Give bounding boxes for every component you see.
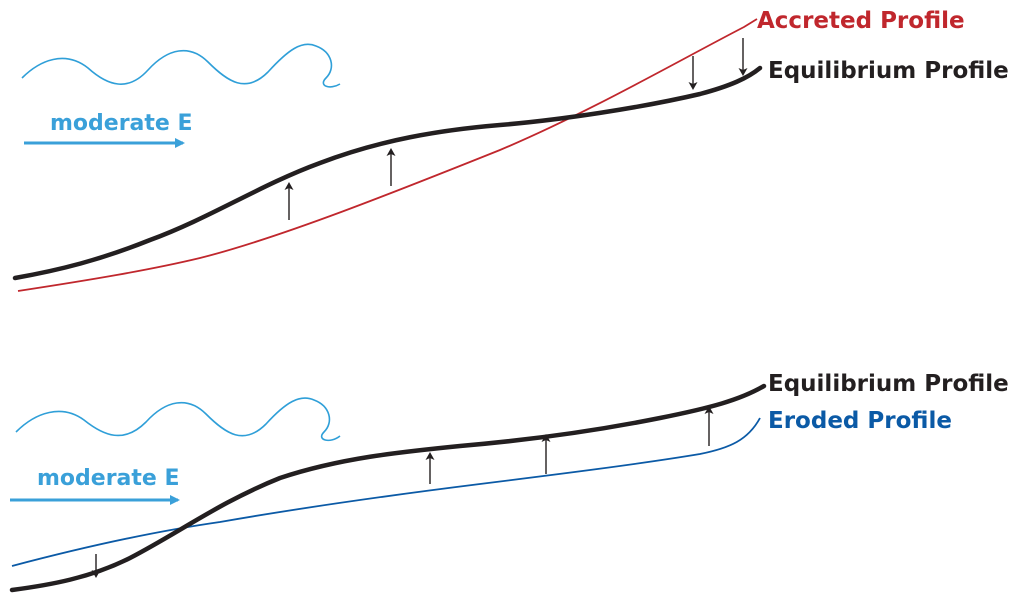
equilibrium-profile-line xyxy=(12,65,763,281)
accreted-profile-label: Accreted Profile xyxy=(757,8,965,34)
breaking-wave-icon xyxy=(15,397,341,442)
accreted-profile-line xyxy=(17,18,758,292)
equilibrium-profile-label: Equilibrium Profile xyxy=(768,371,1009,397)
energy-label: moderate E xyxy=(37,466,180,491)
bottom-panel: moderate E Equilibrium Profile Eroded Pr… xyxy=(9,371,1009,593)
breaking-wave-icon xyxy=(21,43,341,88)
equilibrium-profile-label: Equilibrium Profile xyxy=(768,58,1009,84)
equilibrium-profile-line xyxy=(9,383,767,593)
energy-label: moderate E xyxy=(50,111,193,136)
top-panel: moderate E Accreted Profile Equilibrium … xyxy=(12,8,1009,292)
eroded-profile-label: Eroded Profile xyxy=(768,408,952,434)
eroded-profile-line xyxy=(11,417,761,567)
